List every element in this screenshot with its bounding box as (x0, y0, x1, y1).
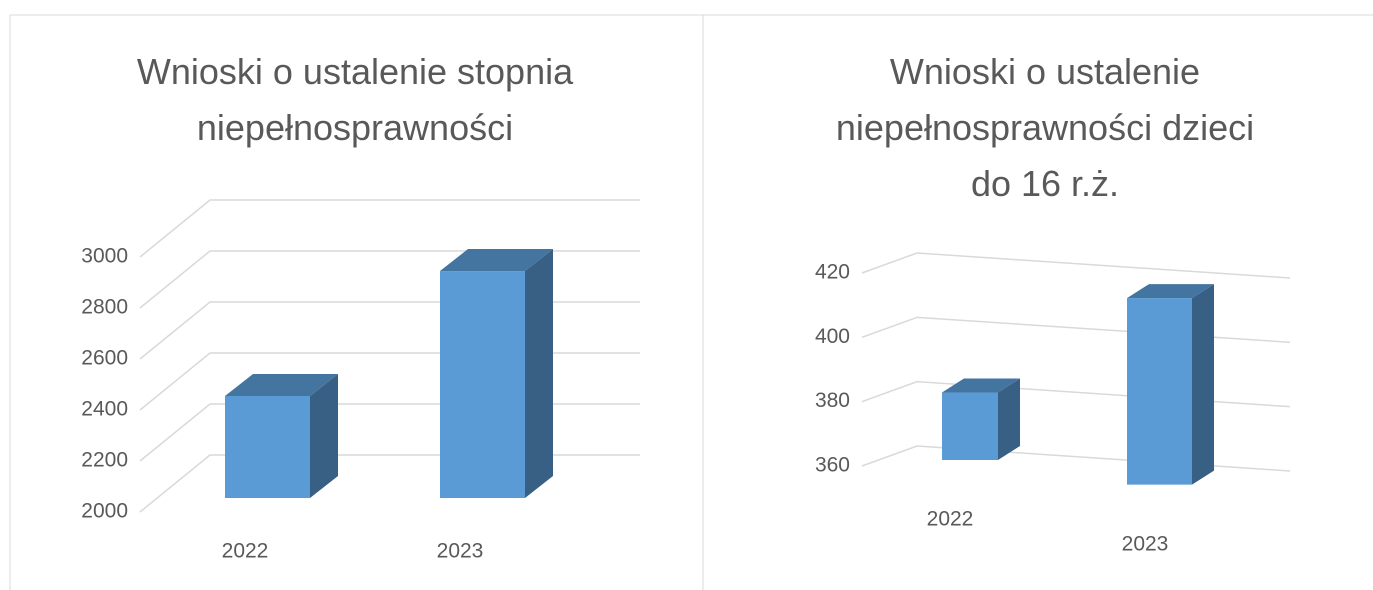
y-tick-label: 2600 (81, 347, 128, 370)
bar-top (1127, 284, 1214, 299)
chart-title: Wnioski o ustalenie stopnia niepełnospra… (136, 51, 574, 148)
bar (942, 392, 998, 460)
bar (225, 396, 310, 498)
bar (1127, 298, 1192, 485)
bar-side (310, 374, 338, 498)
bar-top (225, 374, 338, 396)
bar-side (998, 378, 1020, 460)
grid-line (861, 380, 1291, 408)
y-tick-label: 2000 (81, 500, 128, 523)
bar (440, 271, 525, 498)
y-tick-label: 380 (815, 389, 850, 412)
x-tick-label: 2022 (222, 540, 269, 563)
chart-title: Wnioski o ustalenie niepełnosprawności d… (835, 51, 1255, 204)
y-tick-label: 3000 (81, 245, 128, 268)
grid-line (139, 199, 640, 258)
y-tick-label: 2400 (81, 398, 128, 421)
bar-top (440, 249, 553, 272)
grid-line (139, 352, 640, 411)
bar-top (942, 378, 1020, 393)
y-tick-label: 2200 (81, 449, 128, 472)
y-tick-label: 360 (815, 454, 850, 477)
bar-side (1192, 284, 1214, 485)
y-tick-label: 420 (815, 261, 850, 284)
bar-side (525, 249, 553, 498)
grid-line (139, 454, 640, 513)
grid-line (139, 250, 640, 309)
y-tick-label: 400 (815, 325, 850, 348)
grid-line (139, 403, 640, 462)
grid-line (861, 316, 1291, 344)
x-tick-label: 2023 (1122, 533, 1169, 556)
x-tick-label: 2022 (927, 508, 974, 531)
grid-line (139, 301, 640, 360)
x-tick-label: 2023 (437, 540, 484, 563)
grid-line (861, 252, 1291, 279)
y-tick-label: 2800 (81, 296, 128, 319)
grid-line (861, 445, 1291, 472)
